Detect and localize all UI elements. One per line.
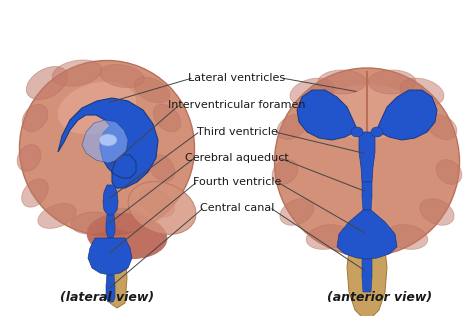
Ellipse shape [277,115,307,139]
Ellipse shape [371,127,383,137]
Polygon shape [362,259,372,292]
Text: Interventricular foramen: Interventricular foramen [168,100,306,110]
Ellipse shape [52,60,102,86]
Polygon shape [297,90,359,140]
Ellipse shape [386,225,428,249]
Ellipse shape [427,115,457,139]
Ellipse shape [420,199,454,225]
Ellipse shape [139,189,174,217]
Ellipse shape [134,77,170,103]
Ellipse shape [100,64,144,88]
Ellipse shape [351,127,363,137]
Polygon shape [103,185,118,215]
Ellipse shape [38,204,76,228]
Ellipse shape [99,134,117,146]
Text: Central canal: Central canal [200,203,274,213]
Text: Fourth ventricle: Fourth ventricle [193,177,281,187]
Ellipse shape [22,105,48,131]
Ellipse shape [87,213,167,259]
Ellipse shape [290,78,334,106]
Ellipse shape [149,155,175,181]
Ellipse shape [318,70,366,94]
Polygon shape [58,98,158,188]
Ellipse shape [317,84,417,139]
Polygon shape [347,250,387,316]
Polygon shape [375,90,437,140]
Ellipse shape [153,104,181,132]
Text: (lateral view): (lateral view) [60,291,154,305]
Text: Cerebral aqueduct: Cerebral aqueduct [185,153,289,163]
Ellipse shape [368,70,416,94]
Ellipse shape [26,66,68,100]
Ellipse shape [22,179,48,207]
Polygon shape [82,120,128,163]
Polygon shape [106,275,115,302]
Ellipse shape [105,209,149,232]
Ellipse shape [58,82,136,134]
Ellipse shape [436,160,462,184]
Ellipse shape [306,225,348,249]
Polygon shape [88,238,132,275]
Ellipse shape [19,60,194,235]
Text: (anterior view): (anterior view) [328,291,433,305]
Polygon shape [107,238,127,308]
Text: Third ventricle: Third ventricle [197,127,277,137]
Ellipse shape [280,199,314,225]
Ellipse shape [274,68,459,256]
Ellipse shape [128,182,196,234]
Polygon shape [106,215,115,238]
Ellipse shape [400,78,444,106]
Polygon shape [362,182,372,210]
Ellipse shape [17,145,41,171]
Ellipse shape [272,160,298,184]
Polygon shape [337,210,397,259]
Ellipse shape [71,212,113,234]
Text: Lateral ventricles: Lateral ventricles [189,73,285,83]
Polygon shape [359,132,375,182]
